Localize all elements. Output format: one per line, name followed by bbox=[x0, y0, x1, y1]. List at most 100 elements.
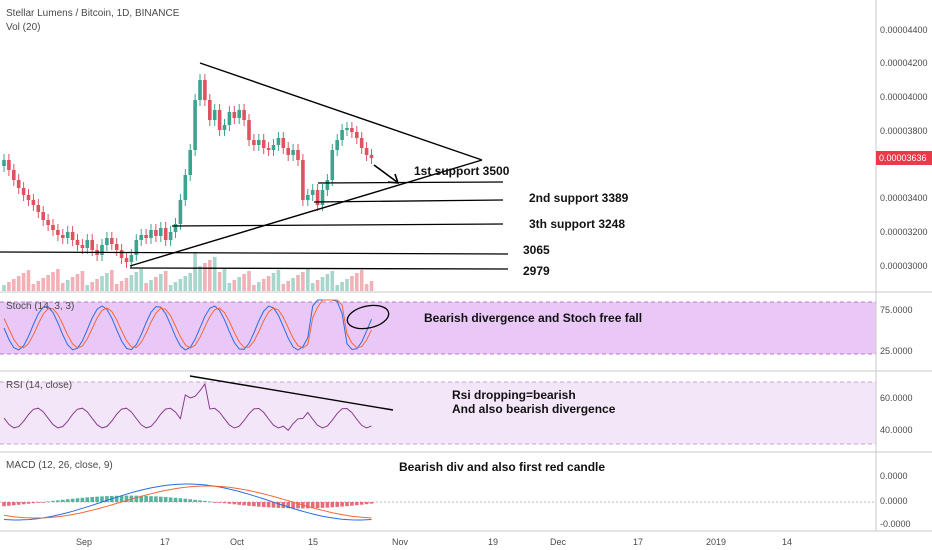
volume-bar bbox=[252, 285, 256, 291]
macd-histogram-bar bbox=[257, 502, 261, 507]
macd-tick: -0.0000 bbox=[880, 519, 911, 529]
volume-bar bbox=[359, 270, 364, 291]
price-axis[interactable]: 0.00004400 0.00004200 0.00004000 0.00003… bbox=[876, 25, 932, 271]
upper-trendline[interactable] bbox=[199, 62, 483, 161]
candle-body bbox=[208, 100, 212, 120]
macd-histogram-bar bbox=[85, 497, 90, 502]
candle-body bbox=[340, 130, 344, 140]
volume-bar bbox=[90, 282, 94, 291]
volume-bar bbox=[261, 279, 266, 291]
candle-body bbox=[296, 150, 300, 160]
volume-bar bbox=[310, 283, 315, 291]
time-axis[interactable]: Sep 17 Oct 15 Nov 19 Dec 17 2019 14 bbox=[76, 537, 792, 547]
volume-bar bbox=[119, 281, 124, 291]
candle-body bbox=[198, 80, 202, 100]
volume-bar bbox=[222, 269, 227, 291]
support-lines[interactable] bbox=[0, 181, 509, 270]
volume-bar bbox=[144, 283, 148, 291]
candle-body bbox=[36, 205, 41, 212]
volume-bar bbox=[257, 282, 261, 291]
macd-histogram-bar bbox=[26, 502, 31, 504]
support3-text: 3th support 3248 bbox=[529, 217, 625, 231]
macd-histogram-bar bbox=[296, 502, 300, 509]
candle-body bbox=[85, 240, 90, 248]
candle-body bbox=[266, 148, 271, 150]
candle-body bbox=[110, 238, 114, 244]
macd-histogram-bar bbox=[350, 502, 354, 506]
macd-histogram-bar bbox=[168, 497, 173, 502]
macd-histogram-bar bbox=[105, 496, 109, 502]
macd-tick: 0.0000 bbox=[880, 471, 908, 481]
stoch-circle-drawing[interactable] bbox=[345, 302, 391, 332]
volume-bar bbox=[51, 272, 55, 291]
macd-histogram-bar bbox=[154, 496, 158, 502]
candle-body bbox=[51, 225, 55, 230]
macd-histogram-bar bbox=[340, 502, 344, 507]
macd-histogram-bar bbox=[36, 502, 41, 503]
rsi-trendline-drawing[interactable] bbox=[189, 375, 394, 411]
volume-bar bbox=[266, 276, 271, 291]
candle-body bbox=[100, 245, 104, 255]
macd-label: MACD (12, 26, close, 9) bbox=[6, 460, 113, 471]
support-line-4[interactable] bbox=[0, 251, 509, 255]
macd-histogram-bar bbox=[359, 502, 364, 505]
volume-bar bbox=[178, 279, 183, 291]
macd-histogram-bar bbox=[80, 497, 85, 502]
macd-histogram-bar bbox=[252, 502, 256, 507]
volume-bar bbox=[159, 274, 163, 291]
candle-body bbox=[291, 150, 295, 155]
macd-histogram-bar bbox=[41, 502, 45, 503]
macd-histogram-bar bbox=[355, 502, 359, 506]
candle-body bbox=[90, 240, 94, 250]
volume-bar bbox=[208, 260, 212, 291]
macd-histogram-bar bbox=[119, 495, 124, 502]
macd-histogram-bar bbox=[100, 496, 104, 502]
lower-trendline[interactable] bbox=[129, 159, 483, 267]
support-line-5[interactable] bbox=[129, 267, 509, 270]
candle-body bbox=[325, 180, 330, 190]
candle-body bbox=[247, 120, 251, 140]
volume-bar bbox=[105, 273, 109, 291]
down-arrow-drawing[interactable] bbox=[373, 164, 400, 184]
macd-histogram-bar bbox=[242, 502, 246, 506]
candle-body bbox=[61, 235, 65, 238]
macd-histogram-bar bbox=[232, 502, 237, 505]
current-price-tag bbox=[876, 151, 932, 165]
stoch-lines bbox=[3, 299, 372, 351]
macd-histogram-bar bbox=[227, 502, 232, 504]
candle-body bbox=[261, 140, 266, 148]
volume-bar bbox=[95, 279, 99, 291]
volume-bar bbox=[276, 270, 281, 291]
candle-body bbox=[178, 200, 183, 224]
macd-histogram-bar bbox=[75, 498, 80, 502]
support-line-1[interactable] bbox=[317, 181, 504, 184]
volume-bar bbox=[217, 272, 222, 291]
candle-body bbox=[149, 230, 153, 238]
candle-body bbox=[26, 195, 31, 200]
rsi-line bbox=[3, 382, 372, 432]
macd-histogram-bar bbox=[193, 499, 197, 502]
volume-bar bbox=[7, 282, 11, 291]
stoch-note-text: Bearish divergence and Stoch free fall bbox=[424, 311, 642, 325]
candle-body bbox=[80, 245, 85, 248]
triangle-drawing[interactable] bbox=[129, 62, 483, 267]
candle-body bbox=[276, 138, 281, 145]
price-tick: 0.00003000 bbox=[880, 261, 928, 271]
macd-note-text: Bearish div and also first red candle bbox=[399, 460, 605, 474]
volume-bar bbox=[188, 273, 192, 291]
macd-histogram-bar bbox=[134, 495, 139, 502]
candle-body bbox=[144, 235, 148, 238]
candle-body bbox=[124, 258, 129, 262]
stoch-label: Stoch (14, 3, 3) bbox=[6, 301, 74, 312]
volume-bar bbox=[21, 273, 26, 291]
macd-histogram-bar bbox=[203, 500, 207, 502]
macd-histogram-bar bbox=[276, 502, 281, 508]
candle-body bbox=[56, 230, 60, 235]
support-line-2[interactable] bbox=[313, 199, 504, 203]
support-line-3[interactable] bbox=[171, 223, 504, 227]
candle-body bbox=[188, 150, 192, 175]
volume-bar bbox=[46, 275, 50, 291]
candle-body bbox=[212, 110, 217, 120]
macd-histogram-bar bbox=[330, 502, 335, 508]
